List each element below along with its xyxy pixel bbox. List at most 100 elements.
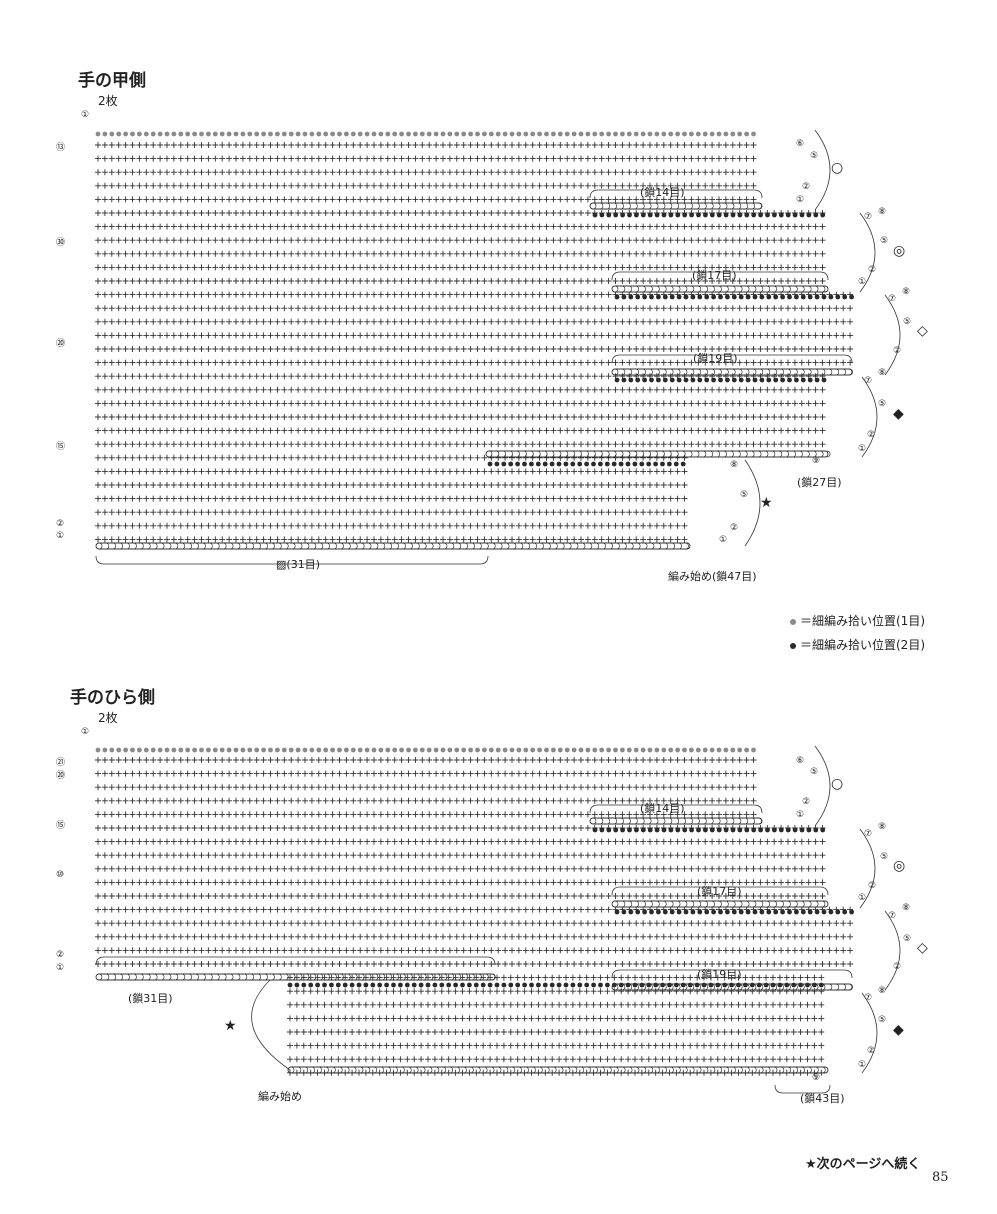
stitch-dot [606, 827, 612, 833]
stitch-dot [557, 747, 563, 753]
stitch-dot [842, 294, 848, 300]
stitch-dot [675, 747, 680, 753]
stitch-dot [549, 982, 555, 988]
stitch-dot [785, 212, 791, 218]
stitch-dot [399, 747, 404, 753]
chain-label: (鎖31目) [128, 992, 173, 1005]
stitch-dot [356, 982, 362, 988]
stitch-dot [669, 294, 675, 300]
stitch-dot [294, 982, 300, 988]
side-label: ⑦ [864, 829, 873, 839]
stitch-dot [599, 131, 605, 137]
side-label: ⑥ [796, 139, 805, 149]
stitch-dot [418, 982, 424, 988]
row-label: ㉑ [56, 758, 66, 768]
side-label: ② [867, 430, 876, 440]
stitch-dot [639, 461, 645, 467]
stitch-dot [556, 982, 562, 988]
stitch-dot [642, 909, 647, 915]
stitch-dot [254, 747, 260, 753]
stitch-dot [849, 294, 854, 300]
stitch-dot [729, 982, 734, 988]
side-label: ⑦ [888, 911, 897, 921]
stitch-dot [411, 982, 417, 988]
stitch-dot [604, 461, 610, 467]
stitch-dot [592, 747, 598, 753]
stitch-row-back [592, 212, 826, 218]
stitch-dot [818, 982, 824, 988]
stitch-dot [646, 461, 652, 467]
stitch-dot [563, 982, 569, 988]
stitch-dot [378, 131, 384, 137]
stitch-dot [330, 131, 335, 137]
marker-double-circle: ◎ [893, 243, 906, 259]
stitch-dot [676, 377, 682, 383]
stitch-dot [185, 131, 191, 137]
legend-item-gray: ＝細編み拾い位置(1目) [790, 612, 925, 629]
stitch-dot [599, 747, 605, 753]
stitch-dot [570, 461, 576, 467]
stitch-dot [392, 131, 398, 137]
stitch-dot [522, 982, 527, 988]
stitch-dot [308, 982, 314, 988]
stitch-dot [682, 212, 688, 218]
side-label: ② [802, 797, 811, 807]
stitch-dot [454, 131, 460, 137]
stitch-dot [392, 747, 398, 753]
stitch-dot [639, 982, 645, 988]
stitch-dot [625, 461, 631, 467]
stitch-dot [689, 827, 694, 833]
dark-dot-icon [790, 642, 796, 649]
stitch-dot [794, 909, 799, 915]
stitch-dot [725, 294, 730, 300]
side-label: ① [858, 444, 867, 454]
stitch-dot [773, 909, 779, 915]
stitch-dot [730, 131, 736, 137]
stitch-dot [199, 131, 204, 137]
stitch-dot [337, 131, 342, 137]
stitch-dot [683, 377, 689, 383]
stitch-dot [426, 747, 432, 753]
stitch-dot [544, 131, 549, 137]
stitch-dot [647, 827, 653, 833]
stitch-dot [849, 909, 854, 915]
stitch-dot [219, 131, 225, 137]
stitch-dot [772, 212, 777, 218]
stitch-dot [516, 131, 522, 137]
stitch-dot [667, 982, 672, 988]
stitch-dot [461, 131, 467, 137]
stitch-dot [687, 982, 693, 988]
stitch-dot [171, 747, 177, 753]
stitch-dot [537, 131, 542, 137]
continue-note: ★次のページへ続く [805, 1157, 921, 1172]
stitch-dot [620, 827, 625, 833]
stitch-dot [814, 909, 820, 915]
stitch-dot [800, 909, 806, 915]
row-label: ① [81, 110, 90, 120]
stitch-dot [288, 747, 294, 753]
stitch-dot [344, 131, 349, 137]
stitch-dot [738, 294, 744, 300]
marker-diamond-filled: ◆ [893, 406, 904, 422]
stitch-dot [240, 131, 246, 137]
stitch-dot [814, 294, 820, 300]
stitch-dot [618, 461, 624, 467]
start-label: 編み始め(鎖47目) [668, 570, 757, 583]
stitch-dot [102, 131, 108, 137]
stitch-dot [835, 909, 841, 915]
stitch-dot [515, 461, 520, 467]
edge-arc-back [884, 294, 901, 376]
row-label: ㉚ [56, 238, 66, 248]
stitch-dot [780, 377, 785, 383]
side-label: ⑧ [878, 368, 887, 378]
stitch-dot [718, 377, 723, 383]
stitch-dot [523, 131, 529, 137]
side-label: ⑧ [878, 986, 887, 996]
edge-arc-palm [884, 910, 901, 991]
stitch-dot [806, 212, 812, 218]
bracket-palm [589, 804, 763, 814]
stitch-dot [792, 212, 798, 218]
stitch-dot [542, 461, 548, 467]
stitch-dot [606, 131, 611, 137]
